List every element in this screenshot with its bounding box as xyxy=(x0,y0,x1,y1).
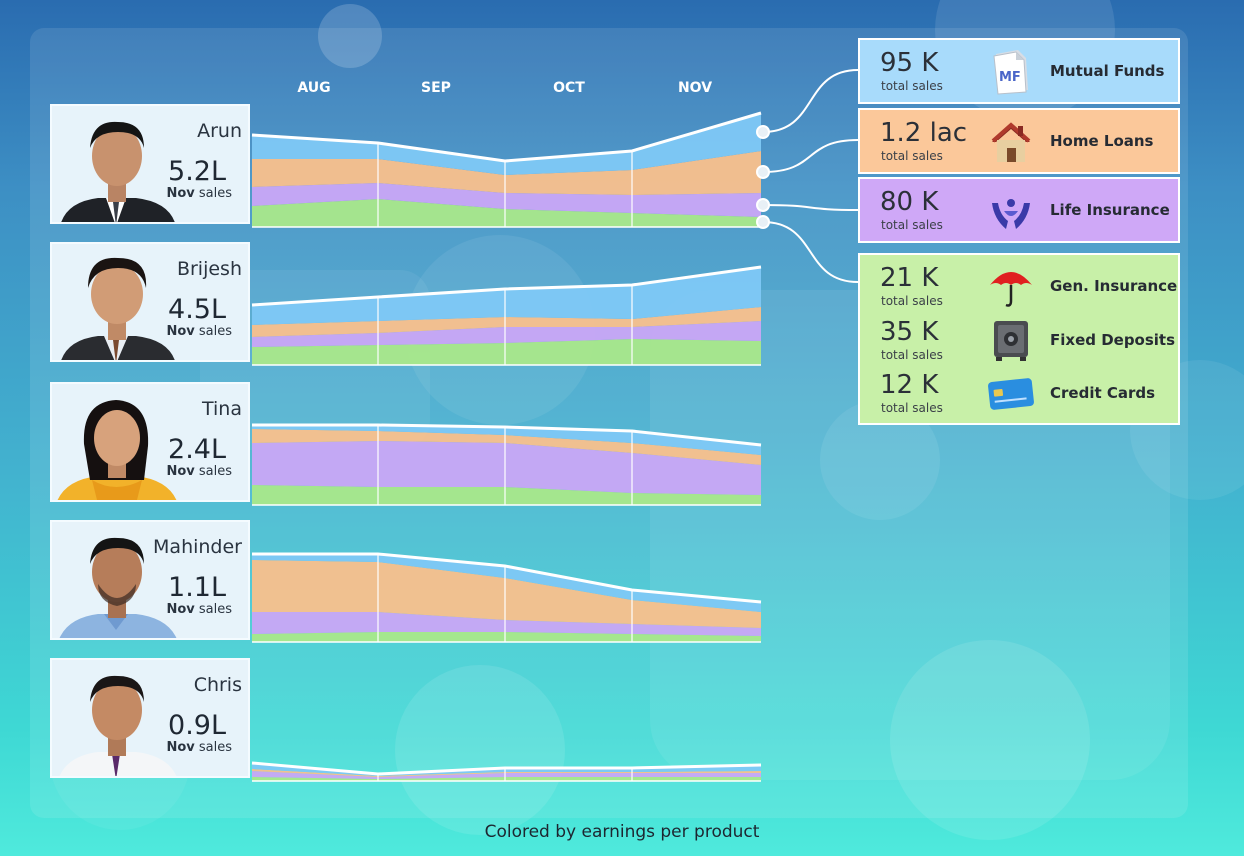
product-box-other[interactable]: 21 K total sales Gen. Insurance 35 K tot… xyxy=(858,253,1180,425)
product-total-value: 80 K xyxy=(880,187,939,217)
person-card-chris[interactable]: Chris 0.9L Nov sales xyxy=(50,658,250,778)
product-total-caption: total sales xyxy=(881,348,943,362)
mutual-funds-icon-text: MF xyxy=(999,70,1021,85)
person-sales-month: Nov xyxy=(166,186,195,201)
month-label: OCT xyxy=(553,80,585,96)
person-card-tina[interactable]: Tina 2.4L Nov sales xyxy=(50,382,250,502)
person-sales-value: 2.4L xyxy=(168,434,226,465)
person-name: Brijesh xyxy=(176,258,242,280)
person-sales-month: Nov xyxy=(166,740,195,755)
person-sales-word: sales xyxy=(198,324,232,339)
chart-caption: Colored by earnings per product xyxy=(484,822,760,842)
product-total-value: 95 K xyxy=(880,48,939,78)
product-box-mutual-funds[interactable]: 95 K total sales MF Mutual Funds xyxy=(858,38,1180,104)
person-sales-caption: Nov sales xyxy=(166,740,232,755)
product-total-caption: total sales xyxy=(881,294,943,308)
credit-card-icon xyxy=(988,378,1034,410)
avatar xyxy=(57,400,177,500)
product-total-caption: total sales xyxy=(881,401,943,415)
person-sales-value: 5.2L xyxy=(168,156,226,187)
product-label: Mutual Funds xyxy=(1050,62,1165,80)
person-sales-word: sales xyxy=(198,740,232,755)
person-card-arun[interactable]: Arun 5.2L Nov sales xyxy=(50,104,250,224)
person-sales-month: Nov xyxy=(166,602,195,617)
person-sales-caption: Nov sales xyxy=(166,464,232,479)
umbrella-icon xyxy=(990,272,1032,307)
product-total-value: 1.2 lac xyxy=(880,118,968,148)
product-total-caption: total sales xyxy=(881,149,943,163)
person-sales-value: 1.1L xyxy=(168,572,226,603)
person-sales-value: 4.5L xyxy=(168,294,226,325)
avatar xyxy=(61,121,175,222)
product-label: Life Insurance xyxy=(1050,201,1170,219)
person-sales-caption: Nov sales xyxy=(166,602,232,617)
person-name: Tina xyxy=(202,398,242,420)
mutual-funds-icon: MF xyxy=(993,50,1028,95)
product-total-caption: total sales xyxy=(881,218,943,232)
person-sales-month: Nov xyxy=(166,464,195,479)
product-total-caption: total sales xyxy=(881,79,943,93)
person-name: Mahinder xyxy=(153,536,242,558)
product-label: Home Loans xyxy=(1050,132,1154,150)
product-total-value: 12 K xyxy=(880,370,939,400)
person-sales-caption: Nov sales xyxy=(166,186,232,201)
product-label: Fixed Deposits xyxy=(1050,331,1176,349)
month-label: AUG xyxy=(297,80,331,96)
product-label: Gen. Insurance xyxy=(1050,277,1178,295)
product-label: Credit Cards xyxy=(1050,384,1156,402)
avatar xyxy=(61,257,175,360)
person-sales-caption: Nov sales xyxy=(166,324,232,339)
product-box-life-insurance[interactable]: 80 K total sales Life Insurance xyxy=(858,177,1180,243)
person-name: Chris xyxy=(193,674,242,696)
person-sales-month: Nov xyxy=(166,324,195,339)
month-label: NOV xyxy=(677,80,713,96)
product-total-value: 21 K xyxy=(880,263,939,293)
person-sales-word: sales xyxy=(198,464,232,479)
person-name: Arun xyxy=(197,120,242,142)
avatar xyxy=(59,675,177,776)
avatar xyxy=(59,537,177,638)
person-sales-value: 0.9L xyxy=(168,710,226,741)
month-label: SEP xyxy=(421,80,451,96)
hands-icon xyxy=(992,199,1030,229)
product-box-home-loans[interactable]: 1.2 lac total sales Home Loans xyxy=(858,108,1180,174)
house-icon xyxy=(991,122,1031,162)
safe-icon xyxy=(994,321,1028,361)
product-total-value: 35 K xyxy=(880,317,939,347)
person-sales-word: sales xyxy=(198,602,232,617)
person-card-brijesh[interactable]: Brijesh 4.5L Nov sales xyxy=(50,242,250,362)
person-sales-word: sales xyxy=(198,186,232,201)
person-card-mahinder[interactable]: Mahinder 1.1L Nov sales xyxy=(50,520,250,640)
